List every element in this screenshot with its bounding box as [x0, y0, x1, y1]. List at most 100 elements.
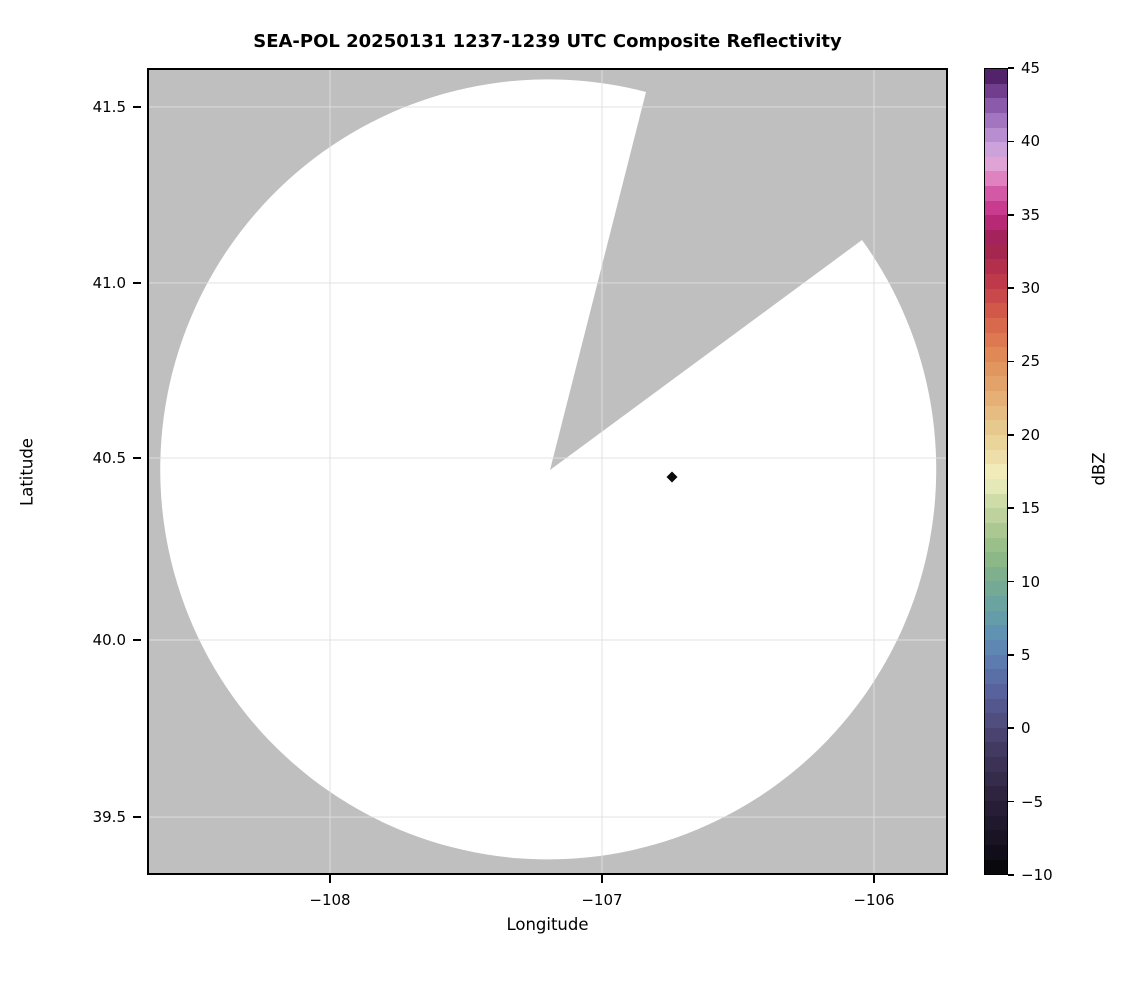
chart-title: SEA-POL 20250131 1237-1239 UTC Composite… [253, 31, 842, 52]
colorbar-band [985, 581, 1007, 597]
colorbar-tick-mark [1008, 727, 1014, 730]
colorbar-band [985, 830, 1007, 845]
x-axis: −108 −107 −106 [147, 875, 948, 935]
y-tick-mark [133, 106, 141, 108]
y-tick-label: 40.5 [92, 449, 126, 468]
x-tick-mark [601, 875, 603, 883]
axes-frame [147, 68, 948, 875]
colorbar-band [985, 683, 1007, 699]
radar-coverage-area [160, 79, 937, 860]
colorbar-band [985, 391, 1007, 406]
colorbar-tick-label: 25 [1021, 352, 1041, 371]
colorbar-tick-mark [1008, 213, 1014, 216]
colorbar-band [985, 361, 1007, 377]
colorbar-band [985, 537, 1007, 553]
colorbar-band [985, 435, 1007, 450]
y-tick-label: 39.5 [92, 808, 126, 827]
colorbar-tick-label: 10 [1021, 572, 1041, 591]
colorbar-band [985, 566, 1007, 582]
colorbar [984, 68, 1008, 875]
colorbar-tick-mark [1008, 800, 1014, 803]
y-axis: 41.5 41.0 40.5 40.0 39.5 [0, 68, 141, 875]
colorbar-band [985, 493, 1007, 509]
colorbar-band [985, 317, 1007, 333]
colorbar-band [985, 259, 1007, 274]
x-tick-label: −106 [853, 891, 895, 909]
x-tick-mark [873, 875, 875, 883]
colorbar-band [985, 83, 1007, 99]
colorbar-band [985, 552, 1007, 567]
colorbar-band [985, 596, 1007, 611]
colorbar-tick-label: 15 [1021, 499, 1041, 518]
colorbar-tick-mark [1008, 654, 1014, 656]
colorbar-tick-label: 0 [1021, 719, 1031, 738]
colorbar-tick-mark [1008, 434, 1014, 436]
colorbar-band [985, 464, 1007, 479]
y-axis-label: Latitude [17, 438, 37, 506]
colorbar-tick-label: 40 [1021, 132, 1041, 151]
colorbar-band [985, 288, 1007, 304]
y-tick-mark [133, 816, 141, 818]
colorbar-tick-label: 35 [1021, 205, 1041, 224]
plot-area [147, 68, 948, 875]
colorbar-band [985, 786, 1007, 802]
radar-map [147, 68, 948, 875]
x-tick-label: −108 [309, 891, 351, 909]
colorbar-band [985, 478, 1007, 494]
colorbar-band [985, 522, 1007, 538]
colorbar-band [985, 859, 1007, 875]
y-tick-label: 40.0 [92, 631, 126, 649]
colorbar-band [985, 508, 1007, 523]
colorbar-tick-label: −10 [1021, 866, 1053, 884]
colorbar-band [985, 156, 1007, 172]
colorbar-band [985, 727, 1007, 743]
colorbar-band [985, 69, 1007, 84]
colorbar-band [985, 244, 1007, 260]
colorbar-tick-mark [1008, 67, 1014, 69]
colorbar-tick-label: 30 [1021, 279, 1041, 298]
x-tick-label: −107 [581, 891, 623, 909]
colorbar-band [985, 654, 1007, 670]
colorbar-tick-mark [1008, 287, 1014, 289]
colorbar-tick-label: 5 [1021, 645, 1031, 664]
colorbar-band [985, 625, 1007, 640]
colorbar-band [985, 815, 1007, 831]
colorbar-band [985, 171, 1007, 187]
colorbar-tick-mark [1008, 507, 1014, 509]
colorbar-tick-mark [1008, 874, 1014, 876]
y-tick-mark [133, 639, 141, 641]
colorbar-band [985, 142, 1007, 157]
colorbar-band [985, 230, 1007, 245]
colorbar-tick-mark [1008, 580, 1014, 583]
colorbar-band [985, 112, 1007, 128]
colorbar-band [985, 376, 1007, 392]
colorbar-band [985, 610, 1007, 626]
x-tick-mark [329, 875, 331, 883]
gridlines [147, 68, 948, 875]
y-tick-mark [133, 457, 141, 459]
colorbar-band [985, 713, 1007, 728]
colorbar-tick-mark [1008, 360, 1014, 363]
colorbar-band [985, 801, 1007, 816]
colorbar-tick-label: 20 [1021, 425, 1041, 444]
colorbar-band [985, 771, 1007, 787]
colorbar-band [985, 347, 1007, 362]
colorbar-band [985, 669, 1007, 684]
colorbar-tick-label: 45 [1021, 59, 1041, 77]
colorbar-tick-mark [1008, 140, 1014, 143]
colorbar-label: dBZ [1089, 452, 1109, 486]
colorbar-band [985, 127, 1007, 143]
colorbar-band [985, 186, 1007, 201]
y-tick-label: 41.0 [92, 273, 126, 292]
colorbar-band [985, 420, 1007, 436]
colorbar-tick-label: −5 [1021, 792, 1044, 811]
colorbar-band [985, 332, 1007, 348]
colorbar-band [985, 98, 1007, 113]
echo-marker [666, 471, 678, 483]
colorbar-band [985, 200, 1007, 216]
colorbar-band [985, 757, 1007, 772]
colorbar-band [985, 742, 1007, 758]
colorbar-band [985, 639, 1007, 655]
y-tick-mark [133, 282, 141, 284]
